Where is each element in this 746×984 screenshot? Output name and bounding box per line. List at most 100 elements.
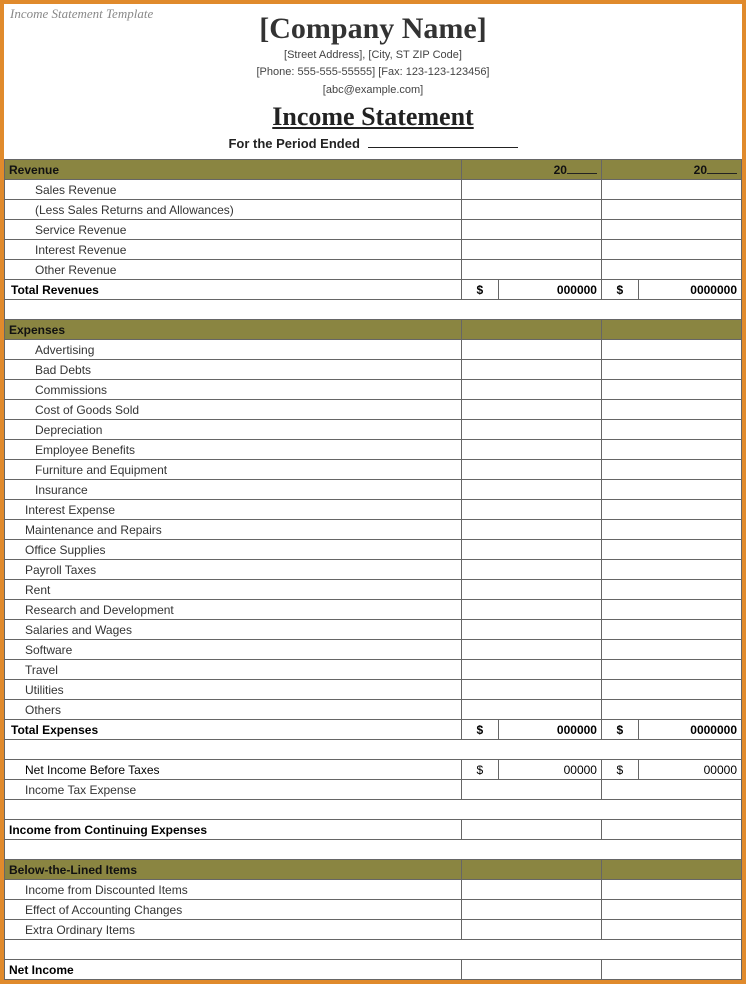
line-item-label: Depreciation bbox=[5, 420, 462, 440]
line-item-amt2[interactable] bbox=[601, 880, 741, 900]
line-item-amt1[interactable] bbox=[461, 360, 601, 380]
line-item-amt1[interactable] bbox=[461, 920, 601, 940]
year-col-2 bbox=[601, 860, 741, 880]
total-label: Total Expenses bbox=[5, 720, 462, 740]
company-contact: [Phone: 555-555-55555] [Fax: 123-123-123… bbox=[4, 65, 742, 80]
line-item-label: Employee Benefits bbox=[5, 440, 462, 460]
total-amt2: 0000000 bbox=[638, 720, 741, 740]
line-item-amt2[interactable] bbox=[601, 680, 741, 700]
line-item-label: Salaries and Wages bbox=[5, 620, 462, 640]
line-item-amt2[interactable] bbox=[601, 620, 741, 640]
line-item-amt1[interactable] bbox=[461, 240, 601, 260]
line-item-label: (Less Sales Returns and Allowances) bbox=[5, 200, 462, 220]
statement-table: Revenue2020Sales Revenue(Less Sales Retu… bbox=[4, 159, 742, 980]
line-item-label: Software bbox=[5, 640, 462, 660]
line-item-amt1[interactable] bbox=[461, 640, 601, 660]
document-header: [Company Name] [Street Address], [City, … bbox=[4, 4, 742, 151]
line-item-amt2[interactable] bbox=[601, 240, 741, 260]
line-item-amt2[interactable] bbox=[601, 540, 741, 560]
line-item-label: Insurance bbox=[5, 480, 462, 500]
income-statement-sheet: Income Statement Template [Company Name]… bbox=[0, 0, 746, 984]
line-item-amt2[interactable] bbox=[601, 480, 741, 500]
dollar-sign: $ bbox=[461, 760, 498, 780]
line-item-label: Payroll Taxes bbox=[5, 560, 462, 580]
line-item-amt2[interactable] bbox=[601, 420, 741, 440]
line-item-amt1[interactable] bbox=[461, 560, 601, 580]
line-item-amt2[interactable] bbox=[601, 400, 741, 420]
net-before-amt2: 00000 bbox=[638, 760, 741, 780]
line-item-amt2[interactable] bbox=[601, 260, 741, 280]
line-item-label: Others bbox=[5, 700, 462, 720]
line-item-amt1[interactable] bbox=[461, 200, 601, 220]
line-item-amt2[interactable] bbox=[601, 340, 741, 360]
line-item-amt1[interactable] bbox=[461, 440, 601, 460]
period-line: For the Period Ended bbox=[4, 136, 742, 151]
line-item-label: Effect of Accounting Changes bbox=[5, 900, 462, 920]
line-item-label: Research and Development bbox=[5, 600, 462, 620]
line-item-amt2[interactable] bbox=[601, 920, 741, 940]
line-item-amt1[interactable] bbox=[461, 600, 601, 620]
line-item-label: Cost of Goods Sold bbox=[5, 400, 462, 420]
line-item-label: Rent bbox=[5, 580, 462, 600]
line-item-amt1[interactable] bbox=[461, 660, 601, 680]
line-item-label: Interest Expense bbox=[5, 500, 462, 520]
line-item-amt1[interactable] bbox=[461, 480, 601, 500]
line-item-amt2[interactable] bbox=[601, 640, 741, 660]
year-col-2[interactable]: 20 bbox=[601, 160, 741, 180]
net-before-amt1: 00000 bbox=[498, 760, 601, 780]
line-item-amt2[interactable] bbox=[601, 220, 741, 240]
total-amt2: 0000000 bbox=[638, 280, 741, 300]
line-item-amt1[interactable] bbox=[461, 540, 601, 560]
line-item-amt2[interactable] bbox=[601, 520, 741, 540]
line-item-amt1[interactable] bbox=[461, 900, 601, 920]
line-item-amt1[interactable] bbox=[461, 520, 601, 540]
line-item-amt2[interactable] bbox=[601, 360, 741, 380]
total-label: Total Revenues bbox=[5, 280, 462, 300]
line-item-amt2[interactable] bbox=[601, 700, 741, 720]
line-item-label: Extra Ordinary Items bbox=[5, 920, 462, 940]
period-blank[interactable] bbox=[368, 147, 518, 148]
line-item-amt1[interactable] bbox=[461, 700, 601, 720]
line-item-amt2[interactable] bbox=[601, 440, 741, 460]
line-item-amt1[interactable] bbox=[461, 220, 601, 240]
section-header: Expenses bbox=[5, 320, 462, 340]
dollar-sign: $ bbox=[601, 280, 638, 300]
line-item-amt2[interactable] bbox=[601, 580, 741, 600]
line-item-label: Furniture and Equipment bbox=[5, 460, 462, 480]
line-item-amt2[interactable] bbox=[601, 200, 741, 220]
tax-expense-label: Income Tax Expense bbox=[5, 780, 462, 800]
line-item-amt2[interactable] bbox=[601, 560, 741, 580]
line-item-amt1[interactable] bbox=[461, 580, 601, 600]
line-item-amt1[interactable] bbox=[461, 460, 601, 480]
company-email: [abc@example.com] bbox=[4, 83, 742, 98]
line-item-amt1[interactable] bbox=[461, 380, 601, 400]
line-item-label: Interest Revenue bbox=[5, 240, 462, 260]
year-col-1[interactable]: 20 bbox=[461, 160, 601, 180]
year-col-1 bbox=[461, 320, 601, 340]
line-item-amt1[interactable] bbox=[461, 420, 601, 440]
line-item-amt2[interactable] bbox=[601, 180, 741, 200]
line-item-amt2[interactable] bbox=[601, 900, 741, 920]
year-col-1 bbox=[461, 860, 601, 880]
line-item-amt1[interactable] bbox=[461, 680, 601, 700]
line-item-amt1[interactable] bbox=[461, 500, 601, 520]
line-item-amt1[interactable] bbox=[461, 400, 601, 420]
line-item-amt1[interactable] bbox=[461, 620, 601, 640]
period-label: For the Period Ended bbox=[228, 136, 359, 151]
line-item-amt2[interactable] bbox=[601, 500, 741, 520]
watermark-text: Income Statement Template bbox=[10, 6, 153, 22]
line-item-amt1[interactable] bbox=[461, 880, 601, 900]
line-item-amt2[interactable] bbox=[601, 380, 741, 400]
total-amt1: 000000 bbox=[498, 280, 601, 300]
line-item-label: Income from Discounted Items bbox=[5, 880, 462, 900]
company-address: [Street Address], [City, ST ZIP Code] bbox=[4, 48, 742, 63]
total-amt1: 000000 bbox=[498, 720, 601, 740]
line-item-amt1[interactable] bbox=[461, 260, 601, 280]
net-before-label: Net Income Before Taxes bbox=[5, 760, 462, 780]
line-item-amt1[interactable] bbox=[461, 340, 601, 360]
line-item-amt1[interactable] bbox=[461, 180, 601, 200]
line-item-amt2[interactable] bbox=[601, 460, 741, 480]
line-item-amt2[interactable] bbox=[601, 600, 741, 620]
line-item-label: Commissions bbox=[5, 380, 462, 400]
line-item-amt2[interactable] bbox=[601, 660, 741, 680]
